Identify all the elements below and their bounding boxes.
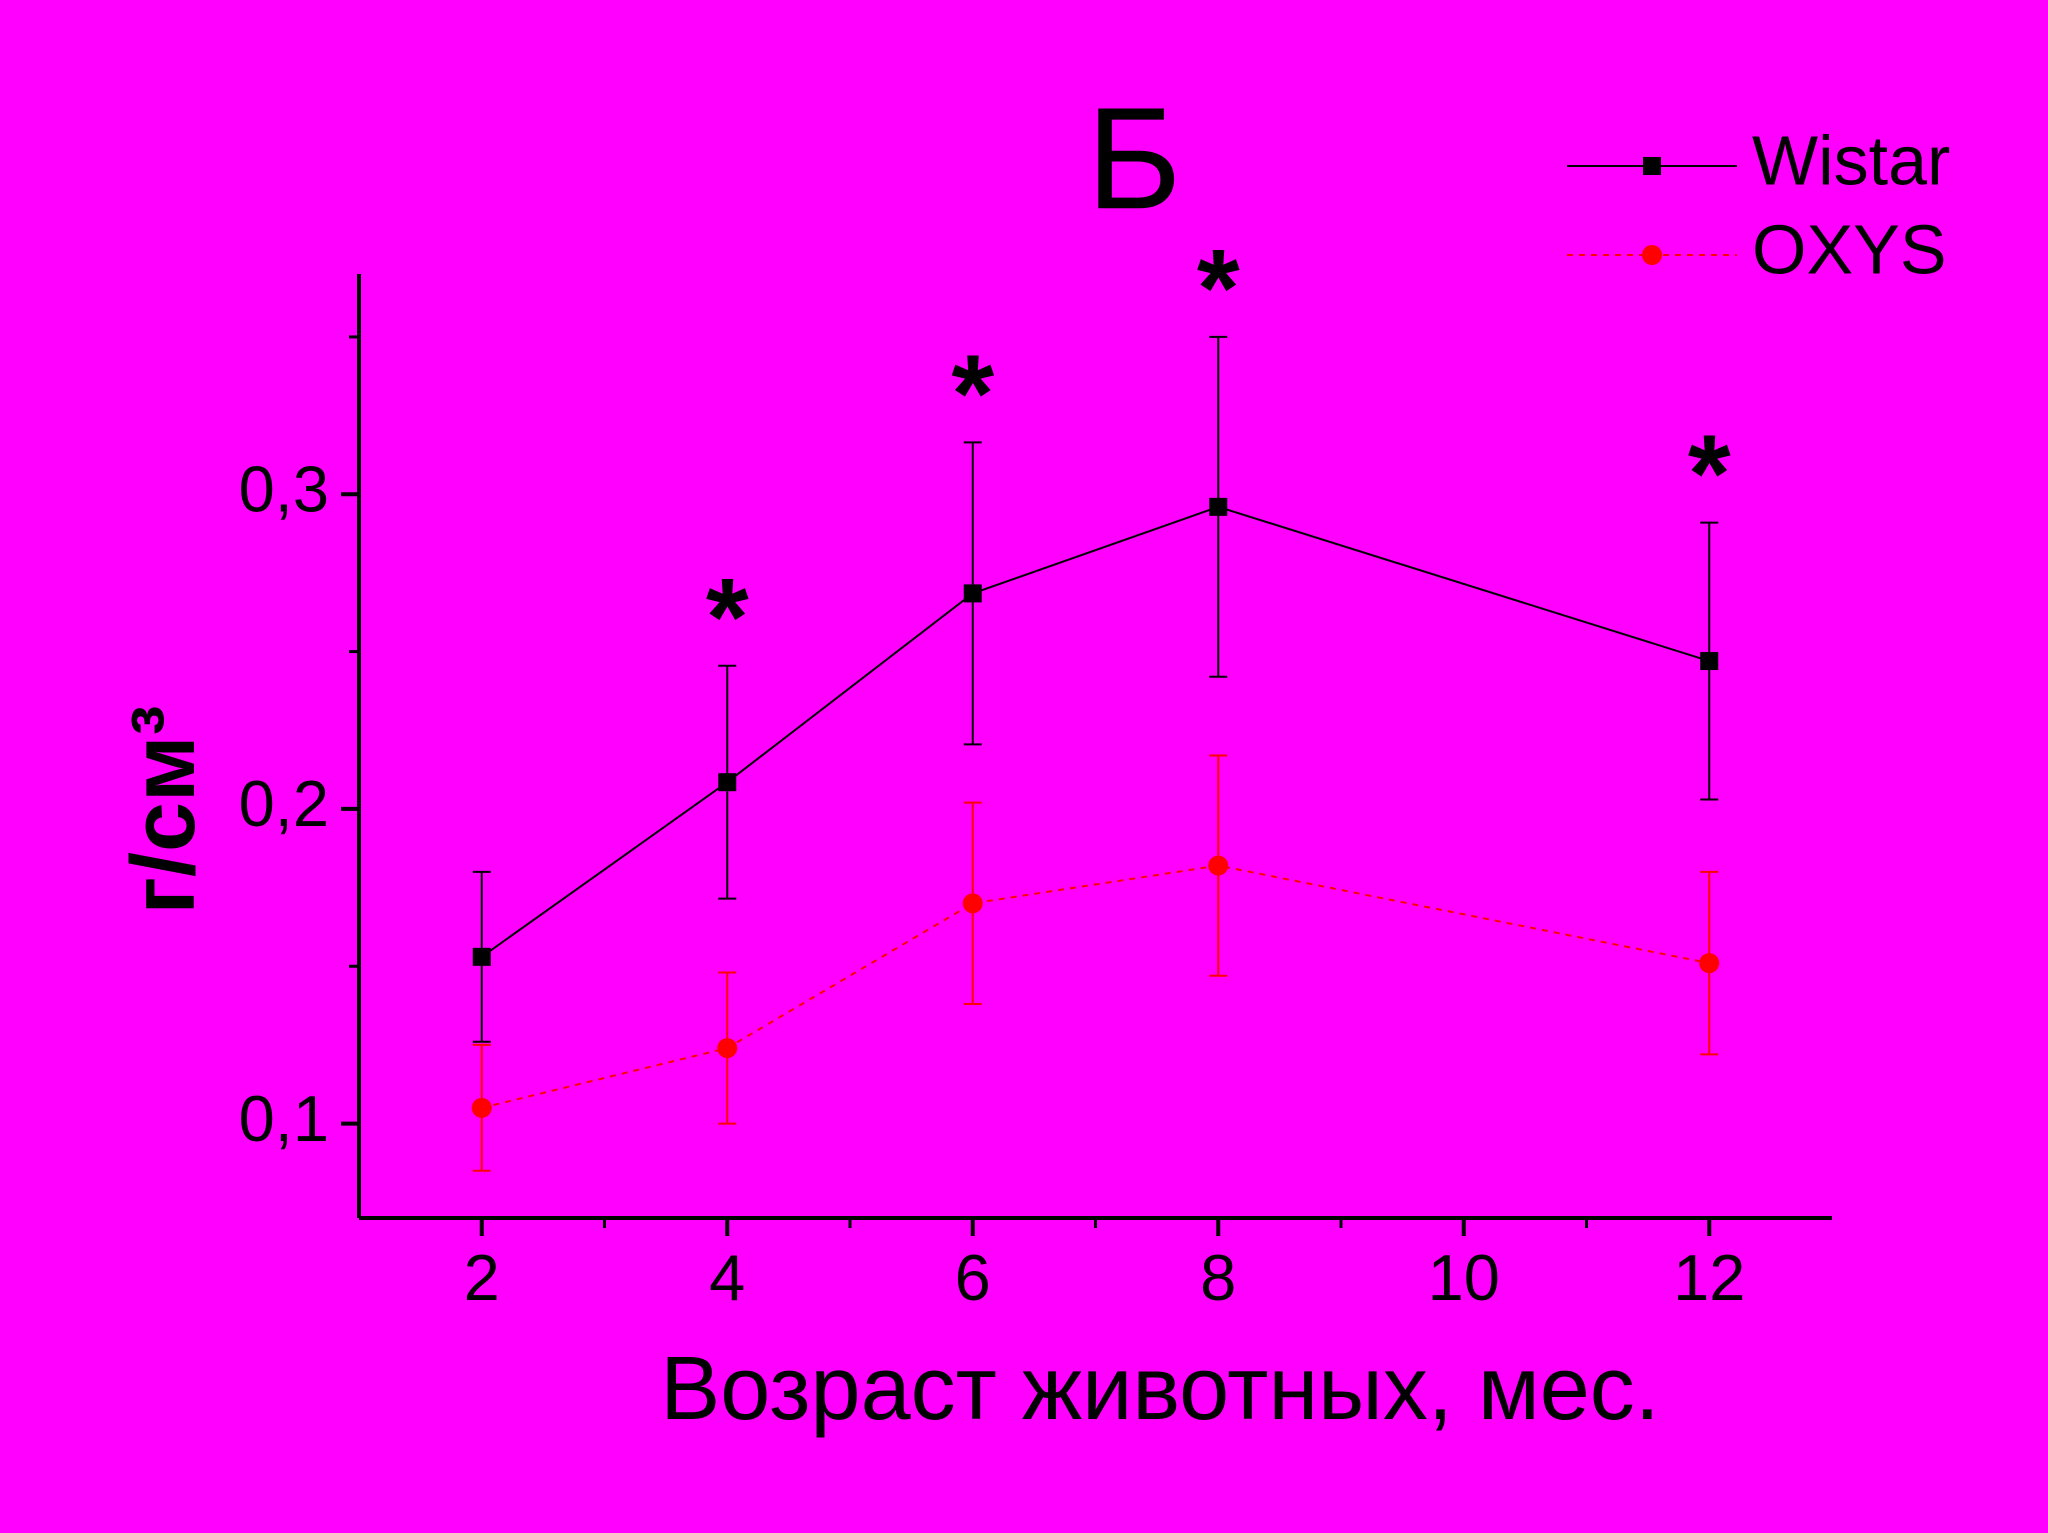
y-tick-label: 0,1 xyxy=(239,1082,329,1155)
y-tick-label: 0,3 xyxy=(239,452,329,525)
y-tick-label: 0,2 xyxy=(239,767,329,840)
marker xyxy=(1208,855,1229,876)
x-tick-label: 2 xyxy=(464,1241,500,1314)
marker xyxy=(717,1038,738,1059)
marker xyxy=(472,947,491,966)
chart-title: Б xyxy=(1086,77,1181,239)
legend-marker xyxy=(1643,157,1661,175)
marker xyxy=(471,1097,492,1118)
marker xyxy=(1209,497,1228,516)
legend-label: OXYS xyxy=(1752,210,1947,288)
marker xyxy=(1700,652,1719,671)
x-tick-label: 8 xyxy=(1200,1241,1236,1314)
x-axis-label: Возраст животных, мес. xyxy=(660,1339,1660,1439)
annotation: * xyxy=(1688,413,1731,536)
marker xyxy=(718,773,737,792)
legend-marker xyxy=(1642,245,1662,265)
y-axis-label: г/см³ xyxy=(114,705,214,914)
x-tick-label: 6 xyxy=(955,1241,991,1314)
annotation: * xyxy=(951,332,994,455)
legend-label: Wistar xyxy=(1752,121,1950,199)
annotation: * xyxy=(706,556,749,679)
x-tick-label: 10 xyxy=(1428,1241,1500,1314)
marker xyxy=(963,584,982,603)
marker xyxy=(1699,953,1720,974)
x-tick-label: 12 xyxy=(1673,1241,1745,1314)
x-tick-label: 4 xyxy=(709,1241,745,1314)
line xyxy=(481,864,1710,1109)
annotation: * xyxy=(1197,227,1240,350)
marker xyxy=(962,893,983,914)
